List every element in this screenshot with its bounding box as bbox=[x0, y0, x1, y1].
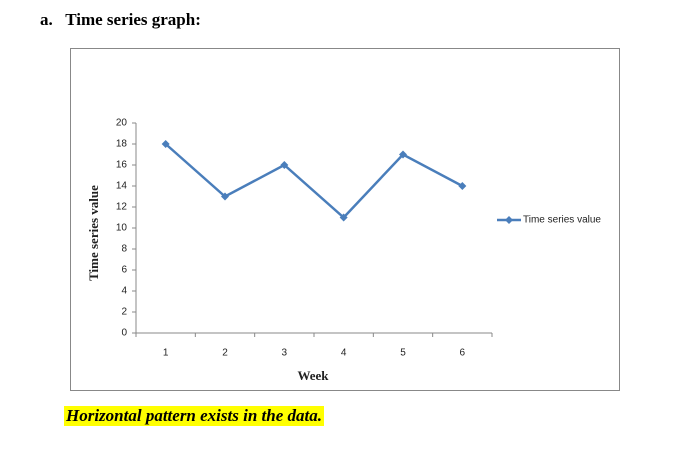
x-tick-label: 5 bbox=[400, 348, 406, 359]
point-marker bbox=[161, 140, 170, 148]
x-tick-label: 1 bbox=[163, 348, 169, 359]
y-axis-title: Time series value bbox=[86, 185, 101, 281]
x-tick-label: 3 bbox=[282, 348, 288, 359]
y-tick-label: 8 bbox=[121, 244, 127, 255]
legend-marker bbox=[505, 216, 513, 224]
legend-label: Time series value bbox=[523, 215, 601, 226]
heading: a. Time series graph: bbox=[40, 10, 201, 29]
y-tick-label: 0 bbox=[121, 328, 127, 339]
x-tick-label: 6 bbox=[460, 348, 466, 359]
note: Horizontal pattern exists in the data. bbox=[64, 406, 324, 426]
y-tick-label: 20 bbox=[116, 118, 128, 129]
y-tick-label: 14 bbox=[116, 181, 128, 192]
y-tick-label: 18 bbox=[116, 139, 128, 150]
point-marker bbox=[399, 150, 407, 159]
y-tick-label: 6 bbox=[121, 265, 127, 276]
point-marker bbox=[221, 192, 229, 201]
point-marker bbox=[280, 161, 289, 169]
series-line bbox=[164, 143, 463, 220]
x-axis-title: Week bbox=[297, 368, 329, 383]
point-marker bbox=[458, 182, 467, 190]
y-tick-label: 4 bbox=[121, 286, 127, 297]
x-tick-label: 4 bbox=[341, 348, 347, 359]
y-tick-label: 10 bbox=[116, 223, 128, 234]
y-tick-label: 16 bbox=[116, 160, 128, 171]
y-tick-label: 12 bbox=[116, 202, 128, 213]
x-tick-label: 2 bbox=[222, 348, 228, 359]
y-tick-label: 2 bbox=[121, 307, 127, 318]
point-marker bbox=[339, 213, 348, 222]
